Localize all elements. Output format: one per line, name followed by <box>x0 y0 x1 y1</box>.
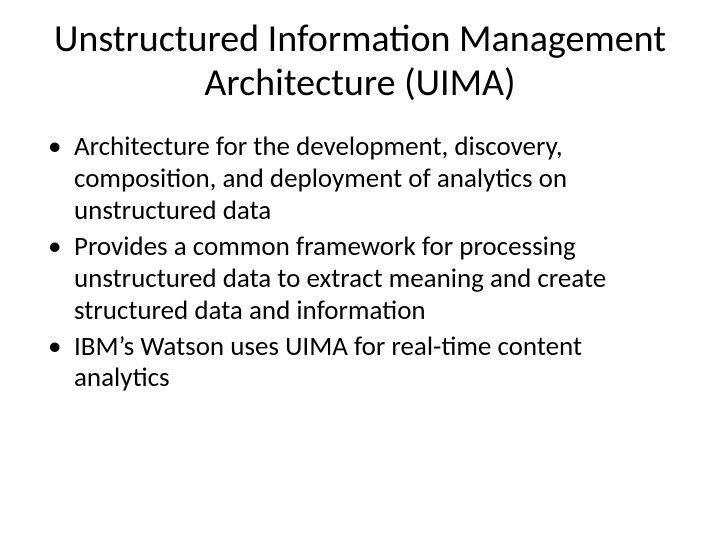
list-item: Architecture for the development, discov… <box>48 131 680 227</box>
list-item: Provides a common framework for processi… <box>48 231 680 327</box>
list-item: IBM’s Watson uses UIMA for real-time con… <box>48 331 680 395</box>
bullet-list: Architecture for the development, discov… <box>40 131 680 394</box>
slide: Unstructured Information Management Arch… <box>0 0 720 540</box>
slide-title: Unstructured Information Management Arch… <box>40 18 680 105</box>
